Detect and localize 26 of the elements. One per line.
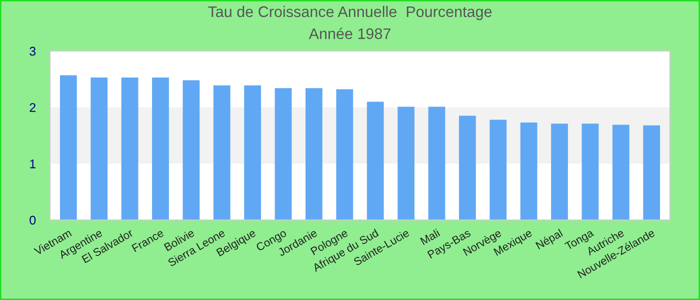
bar	[182, 80, 200, 220]
bar	[336, 89, 354, 220]
y-tick-label: 3	[30, 46, 36, 56]
y-tick-label: 2	[30, 103, 36, 112]
bar	[152, 77, 169, 220]
bar	[121, 77, 138, 220]
bar	[490, 120, 507, 220]
bar	[520, 122, 538, 220]
bar	[306, 88, 322, 220]
y-tick-label: 0	[30, 216, 36, 225]
bar	[551, 124, 568, 220]
chart-title: Tau de Croissance Annuelle Pourcentage	[208, 6, 492, 20]
bar	[274, 88, 292, 220]
bar	[244, 85, 262, 220]
bar	[428, 106, 446, 220]
chart-subtitle: Année 1987	[308, 28, 390, 40]
y-tick-label: 1	[30, 160, 36, 168]
bar	[398, 106, 414, 220]
bar	[366, 102, 384, 220]
bar	[612, 124, 630, 220]
bar	[213, 85, 230, 220]
bar	[60, 75, 77, 220]
bar	[90, 77, 108, 220]
bar	[582, 124, 599, 220]
bar	[643, 125, 660, 220]
bar	[458, 116, 476, 220]
